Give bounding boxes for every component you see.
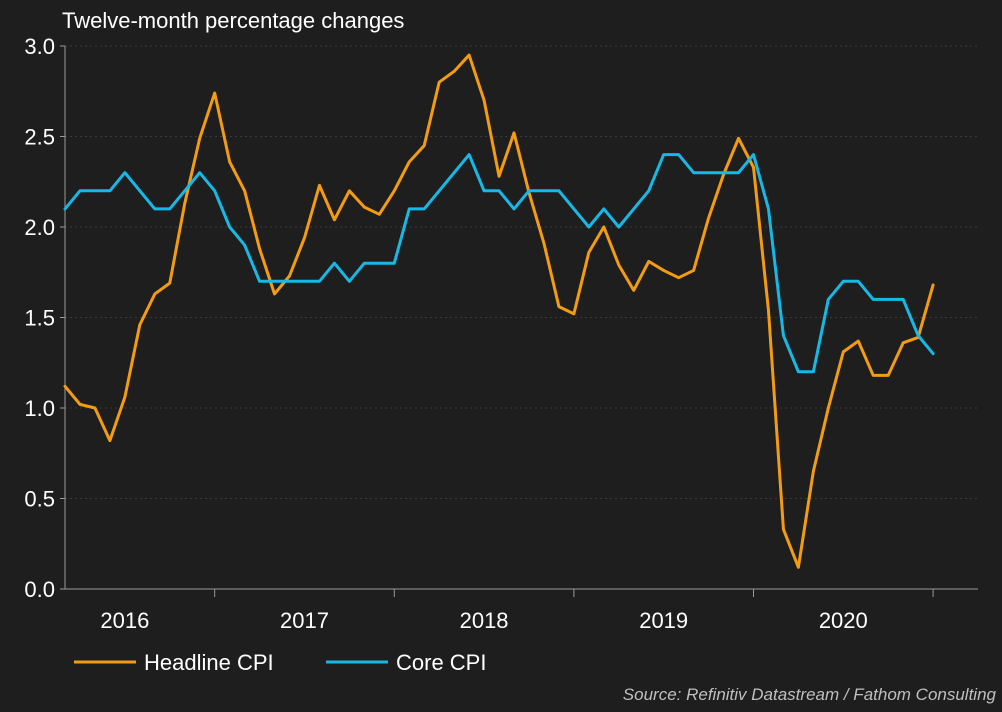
x-tick-label: 2020 bbox=[819, 608, 868, 633]
y-tick-label: 0.5 bbox=[24, 487, 55, 512]
x-tick-label: 2016 bbox=[100, 608, 149, 633]
y-axis: 0.0 0.5 1.0 1.5 2.0 2.5 3.0 bbox=[24, 34, 66, 602]
y-tick-label: 2.5 bbox=[24, 125, 55, 150]
source-note: Source: Refinitiv Datastream / Fathom Co… bbox=[623, 685, 997, 704]
grid bbox=[65, 45, 978, 499]
x-axis: 2016 2017 2018 2019 2020 bbox=[65, 588, 978, 633]
y-tick-label: 3.0 bbox=[24, 34, 55, 59]
x-tick-label: 2017 bbox=[280, 608, 329, 633]
y-tick-label: 2.0 bbox=[24, 215, 55, 240]
y-tick-label: 1.0 bbox=[24, 396, 55, 421]
chart-title: Twelve-month percentage changes bbox=[62, 8, 404, 33]
legend: Headline CPI Core CPI bbox=[74, 650, 486, 675]
series-group bbox=[63, 53, 935, 569]
series-line-core-cpi bbox=[63, 153, 935, 374]
y-tick-label: 0.0 bbox=[24, 577, 55, 602]
x-tick-label: 2019 bbox=[639, 608, 688, 633]
legend-label-headline-cpi: Headline CPI bbox=[144, 650, 274, 675]
series-line-headline-cpi bbox=[63, 53, 935, 569]
x-tick-label: 2018 bbox=[460, 608, 509, 633]
y-tick-label: 1.5 bbox=[24, 306, 55, 331]
legend-label-core-cpi: Core CPI bbox=[396, 650, 486, 675]
